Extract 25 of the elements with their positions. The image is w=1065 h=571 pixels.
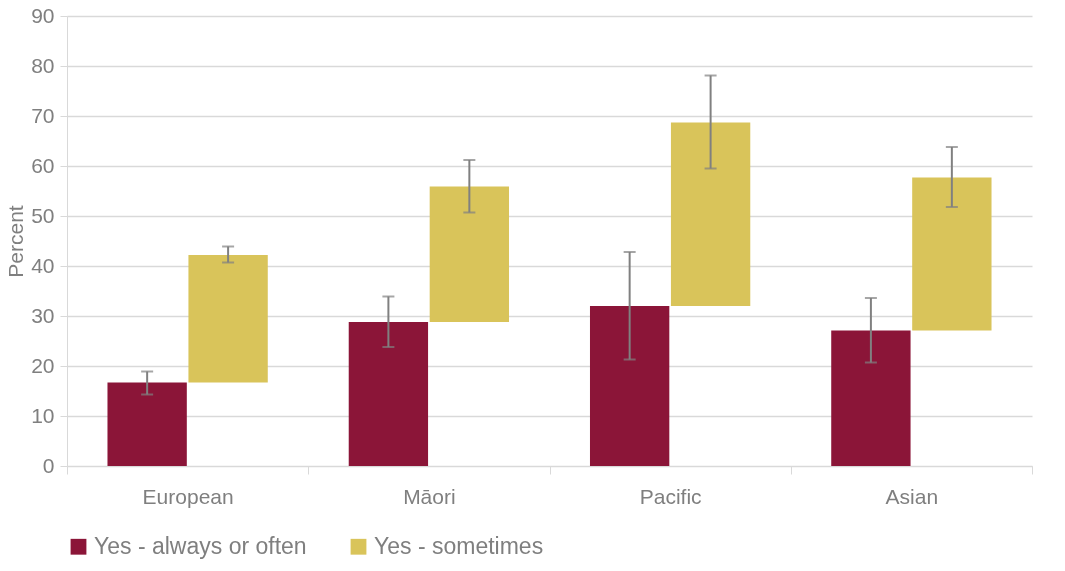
y-tick-label: 50 [31,203,55,227]
y-axis-title: Percent [4,205,28,278]
y-tick-label: 20 [31,353,55,377]
bar [831,330,911,466]
bar [429,186,510,322]
x-tick-label: European [142,484,234,508]
y-tick-label: 70 [31,103,55,127]
bar [589,306,670,466]
y-tick-label: 80 [31,53,55,77]
x-tick-label: Asian [885,484,939,508]
bar [348,322,429,466]
bar [912,177,992,331]
bar [188,255,268,383]
y-tick-label: 30 [31,303,55,327]
y-tick-label: 40 [31,253,55,277]
y-tick-label: 10 [31,403,55,427]
bar [107,382,187,466]
x-tick-label: Pacific [639,484,702,508]
y-tick-label: 90 [31,3,55,27]
legend-label: Yes - sometimes [374,532,544,559]
y-tick-label: 60 [31,153,55,177]
x-tick-label: Māori [403,484,456,508]
legend-label: Yes - always or often [94,532,307,559]
bar [670,122,751,306]
y-tick-label: 0 [42,453,55,477]
